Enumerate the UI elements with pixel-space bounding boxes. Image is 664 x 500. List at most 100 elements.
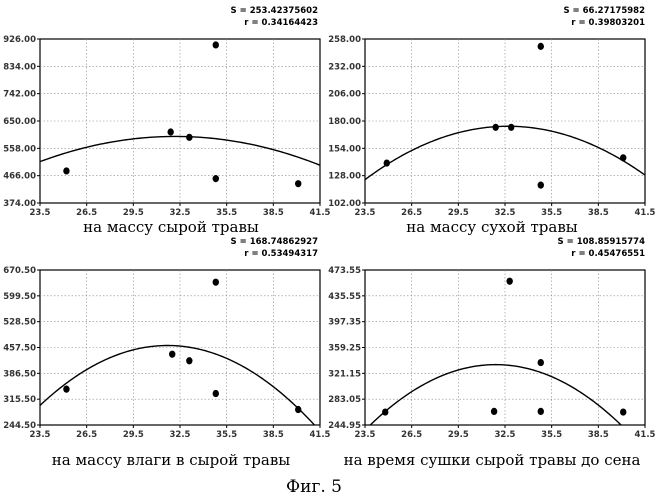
chart-3-x-tick-label: 38.5 [263, 430, 284, 440]
chart-1-x-tick-label: 23.5 [30, 208, 51, 218]
chart-4-data-point [620, 408, 627, 416]
chart-1-data-point [63, 167, 70, 175]
chart-2-stat-r: r = 0.39803201 [571, 18, 645, 28]
chart-1-y-tick-label: 374.00 [3, 199, 36, 209]
chart-4-y-tick-label: 473.55 [328, 266, 361, 276]
chart-3-stat-s: S = 168.74862927 [231, 237, 319, 247]
chart-3-data-point [169, 350, 176, 358]
chart-1-stat-r: r = 0.34164423 [244, 18, 318, 28]
chart-4-x-tick-label: 38.5 [588, 430, 609, 440]
chart-3-data-point [212, 278, 219, 286]
chart-2-x-tick-label: 29.5 [448, 208, 469, 218]
chart-4-x-tick-label: 29.5 [448, 430, 469, 440]
chart-2-data-point [492, 123, 499, 131]
chart-4-fit-curve [369, 363, 623, 425]
chart-2-x-tick-label: 35.5 [541, 208, 562, 218]
chart-1-data-point [186, 133, 193, 141]
figure-label: Фиг. 5 [286, 477, 342, 497]
chart-2-x-tick-label: 41.5 [635, 208, 656, 218]
chart-1-x-tick-label: 29.5 [123, 208, 144, 218]
chart-3-fit-curve [40, 344, 316, 425]
chart-1-x-tick-label: 41.5 [310, 208, 331, 218]
chart-2-y-tick-label: 206.00 [328, 90, 361, 100]
chart-1: 23.5 26.5 29.5 32.5 35.5 38.5 41.5 374.00 466.00… [3, 6, 330, 218]
chart-1-data-point [212, 41, 219, 49]
chart-1-y-tick-label: 650.00 [3, 117, 36, 127]
chart-1-x-tick-label: 35.5 [216, 208, 237, 218]
chart-4-data-point [382, 408, 389, 416]
chart-1-y-tick-label: 466.00 [3, 172, 36, 182]
chart-3-y-tick-label: 670.50 [3, 266, 36, 276]
chart-2-data-point [383, 159, 390, 167]
chart-1-caption: на массу сырой травы [83, 218, 259, 236]
chart-2-data-point [508, 123, 515, 131]
chart-2-y-tick-label: 258.00 [328, 35, 361, 45]
chart-4-x-tick-label: 32.5 [495, 430, 516, 440]
chart-3: 23.5 26.5 29.5 32.5 35.5 38.5 41.5 244.50 315.50… [3, 237, 330, 440]
chart-2-x-tick-label: 26.5 [401, 208, 422, 218]
chart-3-y-tick-label: 528.50 [3, 318, 36, 328]
chart-1-x-tick-label: 26.5 [76, 208, 97, 218]
chart-2-y-tick-label: 154.00 [328, 144, 361, 154]
chart-2: 23.5 26.5 29.5 32.5 35.5 38.5 41.5 102.00 128.00… [328, 6, 655, 218]
chart-4-y-tick-label: 283.05 [328, 395, 361, 405]
chart-4: 23.5 26.5 29.5 32.5 35.5 38.5 41.5 244.95 283.05… [328, 237, 656, 440]
chart-3-x-tick-label: 41.5 [310, 430, 331, 440]
chart-3-x-tick-label: 35.5 [216, 430, 237, 440]
chart-2-data-point [537, 181, 544, 189]
chart-3-x-tick-label: 29.5 [123, 430, 144, 440]
chart-4-stat-s: S = 108.85915774 [558, 237, 646, 247]
chart-2-y-tick-label: 180.00 [328, 117, 361, 127]
chart-3-y-tick-label: 244.50 [3, 421, 36, 431]
chart-4-data-point [537, 407, 544, 416]
chart-2-x-tick-label: 23.5 [355, 208, 376, 218]
chart-1-fit-curve [40, 135, 320, 166]
charts-root: 23.5 26.5 29.5 32.5 35.5 38.5 41.5 374.00 466.00… [3, 6, 656, 440]
chart-4-y-tick-label: 244.95 [328, 421, 361, 431]
chart-3-y-tick-label: 315.50 [3, 395, 36, 405]
chart-4-stat-r: r = 0.45476551 [571, 249, 645, 259]
chart-3-data-point [212, 389, 219, 398]
chart-2-data-point [537, 42, 544, 50]
chart-1-y-tick-label: 558.00 [3, 144, 36, 154]
chart-3-data-point [186, 357, 193, 365]
chart-3-y-tick-label: 457.50 [3, 344, 36, 354]
chart-3-data-point [63, 385, 70, 393]
chart-2-x-tick-label: 38.5 [588, 208, 609, 218]
chart-3-caption: на массу влаги в сырой травы [52, 451, 290, 469]
chart-1-y-tick-label: 834.00 [3, 62, 36, 72]
chart-4-x-tick-label: 35.5 [541, 430, 562, 440]
chart-1-data-point [212, 175, 219, 183]
chart-1-x-tick-label: 38.5 [263, 208, 284, 218]
chart-3-stat-r: r = 0.53494317 [244, 249, 318, 259]
chart-3-x-tick-label: 26.5 [76, 430, 97, 440]
chart-1-y-tick-label: 926.00 [3, 35, 36, 45]
chart-4-x-tick-label: 41.5 [635, 430, 656, 440]
chart-1-x-tick-label: 32.5 [170, 208, 191, 218]
chart-4-data-point [506, 277, 513, 285]
chart-3-x-tick-label: 32.5 [170, 430, 191, 440]
chart-4-data-point [537, 358, 544, 367]
chart-2-fit-curve [365, 125, 645, 181]
chart-2-x-tick-label: 32.5 [495, 208, 516, 218]
chart-2-caption: на массу сухой травы [406, 218, 577, 236]
chart-1-y-tick-label: 742.00 [3, 90, 36, 100]
chart-4-data-point [490, 407, 498, 416]
chart-3-x-tick-label: 23.5 [30, 430, 51, 440]
chart-3-y-tick-label: 599.50 [3, 292, 36, 302]
chart-4-x-tick-label: 26.5 [401, 430, 422, 440]
chart-2-y-tick-label: 102.00 [328, 199, 361, 209]
chart-2-data-point [620, 154, 627, 162]
chart-1-stat-s: S = 253.42375602 [231, 6, 319, 16]
chart-2-stat-s: S = 66.27175982 [563, 6, 645, 16]
chart-4-y-tick-label: 397.35 [328, 318, 361, 328]
chart-3-y-tick-label: 386.50 [3, 369, 36, 379]
chart-3-data-point [295, 405, 302, 414]
chart-1-data-point [295, 180, 302, 188]
chart-4-caption: на время сушки сырой травы до сена [344, 451, 641, 469]
chart-2-y-tick-label: 128.00 [328, 172, 361, 182]
chart-4-y-tick-label: 321.15 [328, 369, 361, 379]
chart-2-y-tick-label: 232.00 [328, 62, 361, 72]
chart-4-x-tick-label: 23.5 [355, 430, 376, 440]
